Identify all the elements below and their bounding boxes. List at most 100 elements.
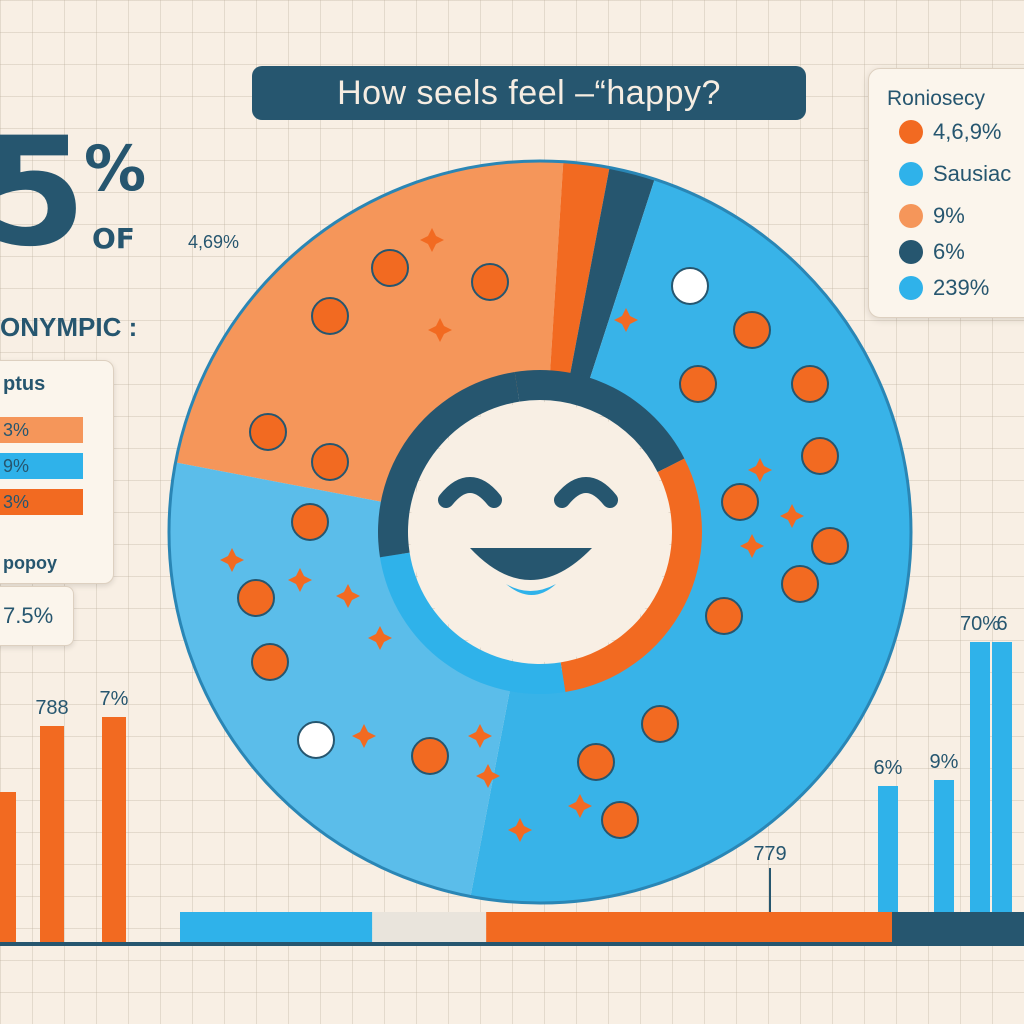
bar-label: 6% [874, 757, 903, 779]
left-small-value: 7.5% [3, 603, 54, 628]
left-panel-row-2: 9% [0, 453, 83, 479]
sparkle-icon [614, 308, 638, 332]
headline-percent: % [84, 132, 147, 205]
sparkle-icon [740, 534, 764, 558]
inner-ring-segment-4 [378, 371, 520, 558]
legend: Roniosecy 4,6,9% Sausiac 9% 6% 239% [868, 68, 1024, 318]
decor-badge-icon [471, 263, 509, 301]
legend-item: 9% [899, 203, 965, 229]
baseline [0, 942, 1024, 946]
pie-outline [167, 159, 913, 905]
left-panel: ptus 3% 9% 3% popoy [0, 360, 114, 584]
decor-badge-icon [601, 801, 639, 839]
headline-number: 5 [0, 106, 86, 280]
legend-item: Sausiac [899, 161, 1011, 187]
decor-badge-icon [291, 503, 329, 541]
inner-ring-segment-1 [514, 370, 685, 473]
legend-swatch [899, 204, 923, 228]
left-panel-row-3: 3% [0, 489, 83, 515]
legend-item: 6% [899, 239, 965, 265]
legend-item: 4,6,9% [899, 119, 1002, 145]
decor-badge-icon [781, 565, 819, 603]
legend-swatch [899, 120, 923, 144]
bar-label: 6 [996, 613, 1007, 635]
inner-ring-segment-3 [379, 552, 566, 694]
left-panel-footer: popoy [3, 553, 57, 573]
headline-stat: 5 % OF [0, 106, 146, 280]
sparkle-icon [476, 764, 500, 788]
legend-title: Roniosecy [887, 87, 986, 110]
headline-of: OF [92, 222, 135, 255]
sparkle-icon [420, 228, 444, 252]
decor-badge-icon [705, 597, 743, 635]
decor-badge-icon [811, 527, 849, 565]
decor-badge-icon [371, 249, 409, 287]
sparkle-icon [780, 504, 804, 528]
stacked-segment-1 [180, 912, 373, 942]
pie-slice-2 [548, 160, 610, 395]
decor-badge-icon [249, 413, 287, 451]
legend-label: 6% [933, 239, 965, 264]
legend-label: 239% [933, 275, 990, 300]
decor-badge-icon [733, 311, 771, 349]
sparkle-icon [288, 568, 312, 592]
legend-swatch [899, 240, 923, 264]
bar-bottom-right-2 [934, 780, 954, 942]
legend-label: Sausiac [933, 161, 1012, 186]
decor-badge-icon [801, 437, 839, 475]
bar-bottom-left-3 [102, 717, 126, 942]
right-eye-icon [554, 477, 618, 508]
pie-slice-5 [168, 462, 514, 898]
bar-label: 7% [100, 688, 129, 710]
decor-badge-icon [721, 483, 759, 521]
left-panel-title: ptus [3, 373, 46, 395]
bar-label: 70% [960, 613, 1000, 635]
sparkle-icon [568, 794, 592, 818]
bar-bottom-right-3 [970, 642, 990, 942]
sparkle-icon [220, 548, 244, 572]
bar-bottom-right-4 [992, 642, 1012, 942]
stacked-segment-2 [372, 912, 487, 942]
sparkle-icon [336, 584, 360, 608]
stacked-annotation: 779 [753, 843, 786, 865]
mouth-icon [470, 548, 592, 580]
decor-badge-icon [411, 737, 449, 775]
decor-badge-icon [311, 297, 349, 335]
small-note: 4,69% [188, 232, 240, 252]
sparkle-icon [352, 724, 376, 748]
inner-ring-segment-2 [560, 458, 703, 693]
sparkle-icon [748, 458, 772, 482]
sparkle-icon [468, 724, 492, 748]
legend-swatch [899, 162, 923, 186]
center-circle [410, 402, 670, 662]
decor-badge-icon [671, 267, 709, 305]
decor-layer [220, 228, 849, 842]
left-eye-icon [438, 477, 502, 508]
left-panel-row-1: 3% [0, 417, 83, 443]
decor-badge-icon [297, 721, 335, 759]
pie-slice-3 [566, 166, 655, 399]
left-small-panel: 7.5% [0, 586, 74, 646]
legend-swatch [899, 276, 923, 300]
decor-badge-icon [679, 365, 717, 403]
decor-badge-icon [237, 579, 275, 617]
legend-item: 239% [899, 275, 989, 301]
bar-bottom-left-1 [0, 792, 16, 942]
bars-layer: 788 7% 6% 9% 70%6 779 [0, 613, 1024, 946]
stacked-tail [892, 912, 1024, 942]
decor-badge-icon [577, 743, 615, 781]
stacked-segment-3 [486, 912, 892, 942]
page-title: How seels feel –“happy? [252, 66, 806, 120]
sparkle-icon [428, 318, 452, 342]
legend-label: 4,6,9% [933, 119, 1002, 144]
bar-label: 9% [930, 751, 959, 773]
bar-bottom-left-2 [40, 726, 64, 942]
sparkle-icon [368, 626, 392, 650]
bar-label: 788 [35, 697, 68, 719]
decor-badge-icon [311, 443, 349, 481]
decor-badge-icon [641, 705, 679, 743]
smiley-face-icon [410, 402, 670, 662]
bar-bottom-right-1 [878, 786, 898, 942]
decor-badge-icon [251, 643, 289, 681]
